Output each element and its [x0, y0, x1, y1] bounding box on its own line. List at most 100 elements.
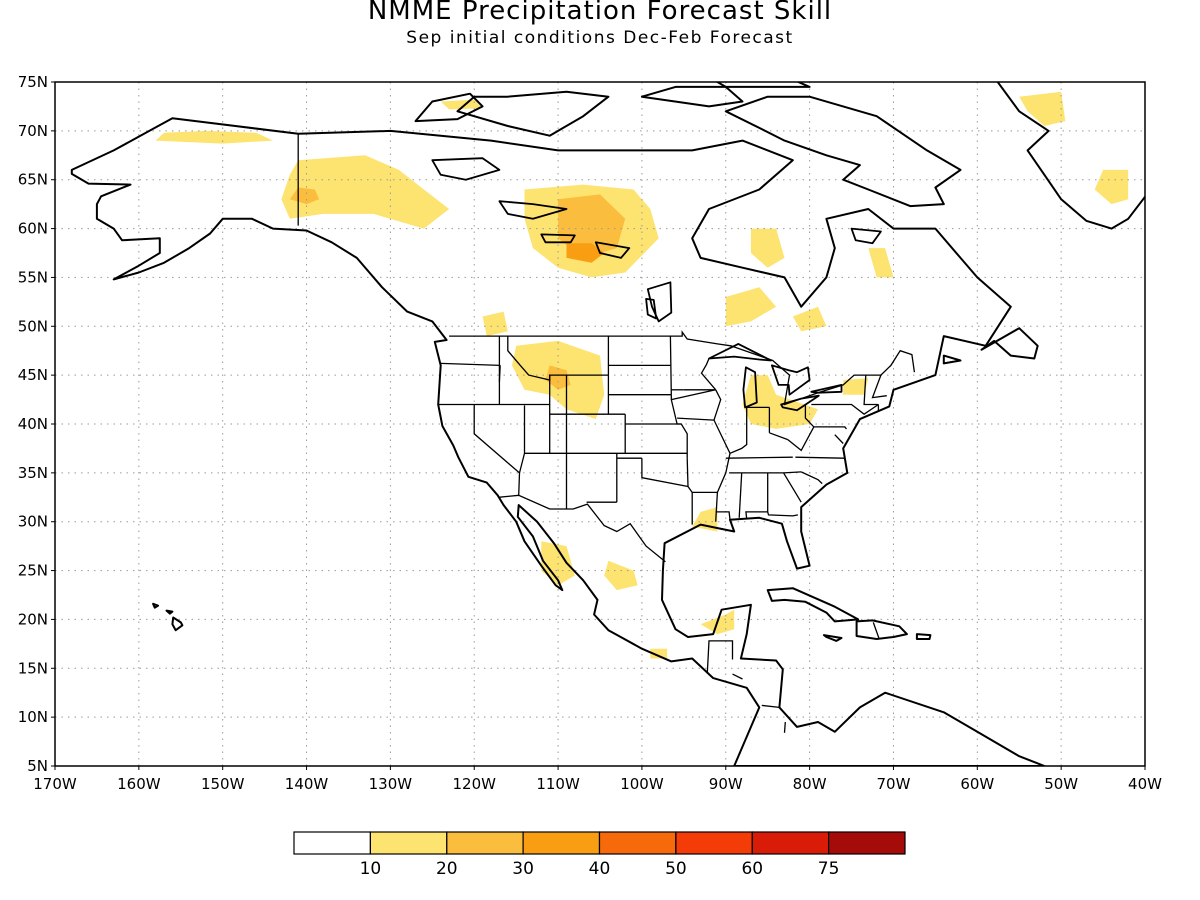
border-line-21 [641, 458, 689, 488]
border-line-12 [507, 336, 609, 381]
skill-region-0 [281, 155, 450, 229]
skill-region-21 [650, 648, 668, 659]
border-line-27 [686, 458, 693, 525]
skill-region-15 [1019, 91, 1066, 126]
skill-region-2 [155, 130, 273, 144]
border-line-58 [783, 721, 786, 733]
skill-region-8 [792, 306, 827, 332]
skill-region-1 [289, 187, 320, 205]
lat-tick-label: 20N [18, 610, 48, 628]
coastline-9 [855, 619, 908, 640]
coastline-5 [414, 92, 484, 123]
border-line-41 [800, 471, 823, 485]
lake-outline-9 [646, 281, 673, 323]
border-line-33 [671, 389, 716, 401]
colorbar-label: 75 [818, 859, 840, 879]
skill-region-7 [725, 287, 777, 327]
skill-region-9 [868, 248, 894, 278]
skill-region-13 [742, 375, 818, 429]
lon-tick-label: 120W [452, 775, 496, 793]
border-line-8 [518, 405, 526, 474]
lake-outline-11 [850, 227, 882, 245]
lake-outline-8 [594, 241, 631, 259]
lake-outline-10 [645, 297, 658, 320]
border-line-59 [872, 622, 880, 640]
lon-tick-label: 40W [1128, 775, 1162, 793]
coastline-6 [640, 85, 744, 108]
border-line-1 [449, 330, 916, 406]
border-line-40 [767, 511, 799, 517]
lon-tick-label: 150W [201, 775, 245, 793]
coastline-11 [915, 633, 932, 640]
skill-region-22 [440, 99, 483, 110]
lat-tick-label: 45N [18, 366, 48, 384]
skill-region-4 [558, 194, 626, 258]
border-line-39 [745, 472, 769, 519]
colorbar-label: 40 [589, 859, 611, 879]
coastline-16 [980, 327, 1039, 360]
colorbar-label: 10 [360, 859, 382, 879]
lake-outline-2 [771, 364, 811, 396]
colorbar-swatch [446, 831, 524, 855]
border-line-46 [769, 432, 789, 441]
border-line-43 [729, 407, 748, 454]
lon-tick-label: 60W [960, 775, 994, 793]
lat-tick-label: 50N [18, 317, 48, 335]
border-line-7 [440, 362, 501, 367]
lon-tick-label: 80W [793, 775, 827, 793]
lon-tick-label: 100W [620, 775, 664, 793]
lon-tick-label: 140W [285, 775, 329, 793]
border-line-49 [811, 403, 879, 416]
coastline-10 [822, 634, 843, 642]
border-line-36 [725, 456, 793, 459]
border-line-24 [669, 336, 672, 395]
lat-tick-label: 15N [18, 659, 48, 677]
skill-region-16 [1094, 169, 1129, 205]
border-line-25 [670, 394, 688, 459]
border-line-3 [473, 404, 521, 496]
border-line-37 [729, 471, 802, 474]
coastline-4 [456, 90, 610, 137]
border-line-48 [804, 404, 847, 430]
lat-tick-label: 10N [18, 708, 48, 726]
border-line-54 [834, 434, 844, 444]
lat-tick-label: 35N [18, 464, 48, 482]
border-line-35 [713, 389, 731, 493]
border-line-47 [787, 426, 815, 452]
colorbar-swatch [369, 831, 448, 855]
border-line-42 [783, 472, 802, 503]
border-line-55 [706, 640, 734, 674]
coastline-8 [766, 587, 860, 623]
lon-tick-label: 50W [1044, 775, 1078, 793]
skill-region-5 [566, 243, 605, 263]
border-line-53 [795, 456, 845, 459]
coastline-2 [826, 14, 960, 53]
coastlines-layer [70, 14, 1145, 766]
lon-tick-label: 160W [117, 775, 161, 793]
colorbar-label: 60 [741, 859, 763, 879]
colorbar-swatch [827, 831, 906, 855]
skill-region-18 [604, 560, 638, 591]
border-line-6 [498, 365, 501, 383]
lat-tick-label: 75N [18, 73, 48, 91]
lat-tick-label: 55N [18, 268, 48, 286]
lat-tick-label: 70N [18, 122, 48, 140]
map-subtitle: Sep initial conditions Dec-Feb Forecast [406, 28, 794, 48]
border-line-38 [738, 472, 743, 518]
lat-tick-label: 40N [18, 415, 48, 433]
skill-region-12 [545, 365, 571, 390]
colorbar-swatch [675, 831, 753, 855]
lake-outline-7 [540, 233, 576, 244]
border-line-2 [498, 494, 666, 563]
lat-tick-label: 60N [18, 220, 48, 238]
colorbar-swatch [522, 831, 601, 855]
coastline-12 [171, 616, 184, 632]
coastline-15 [942, 354, 962, 365]
gridlines [55, 82, 1145, 766]
colorbar-label: 20 [436, 859, 458, 879]
lake-outline-4 [810, 383, 843, 394]
skill-region-6 [750, 228, 785, 268]
coastline-13 [165, 609, 174, 615]
lon-tick-label: 90W [709, 775, 743, 793]
